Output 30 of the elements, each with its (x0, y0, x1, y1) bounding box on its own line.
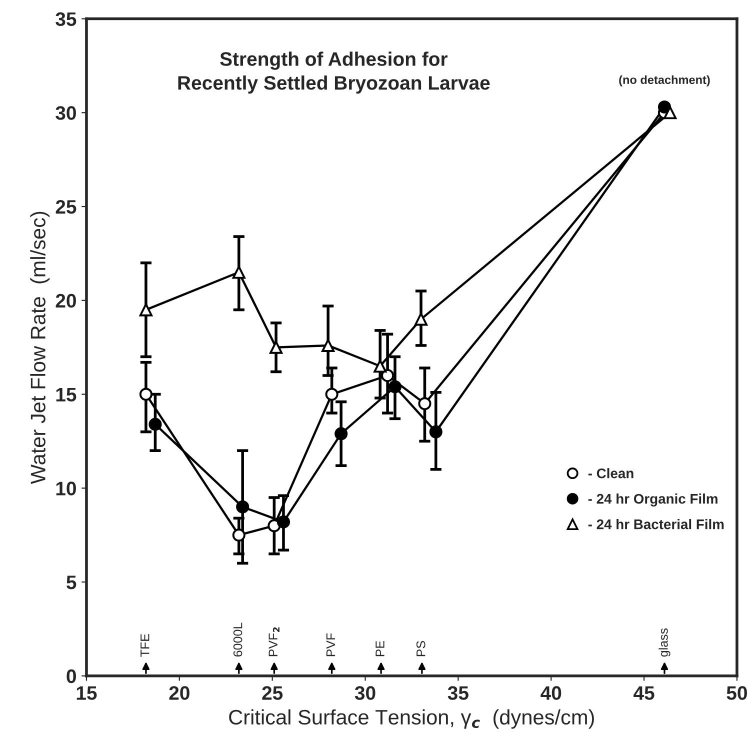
annotation: PVF$_{2}$ (268, 627, 280, 656)
y-tick-label: 20 (56, 294, 76, 308)
y-tick-label: 35 (56, 12, 76, 26)
x-tick-label: 15 (76, 686, 97, 700)
x-tick-label: 20 (169, 686, 190, 700)
annotation: 6000L (233, 622, 242, 656)
y-tick-label: 15 (56, 388, 76, 402)
annotation: (no detachment) (619, 75, 710, 86)
x-tick-label: 40 (540, 686, 562, 700)
y-tick-label: 30 (56, 106, 76, 120)
annotation: PVF (326, 633, 336, 656)
y-tick-label: 25 (56, 200, 76, 214)
x-tick-label: 45 (634, 686, 654, 700)
y-tick-label: 5 (66, 576, 76, 590)
legend-label: - 24 hr Bacterial Film (588, 519, 724, 530)
x-tick-label: 35 (448, 686, 468, 700)
x-tick-label: 25 (262, 686, 283, 700)
text: Strength of Adhesion for Recently Settled Bryozoan Larvae (178, 52, 490, 94)
annotation: PS (416, 641, 426, 656)
legend-label: - Clean (588, 468, 634, 478)
y-tick-label: 0 (66, 669, 76, 684)
x-tick-label: 50 (726, 686, 747, 700)
y-tick-label: 10 (56, 482, 76, 496)
y-axis-title: Water Jet Flow Rate (ml/sec) (30, 212, 50, 484)
x-tick-label: 30 (354, 686, 376, 700)
annotation: PE (376, 640, 384, 656)
legend-label: - 24 hr Organic Film (588, 494, 718, 507)
x-axis-title: Critical Surface Tension, γ$_{c}$ (dynes/cm) (229, 709, 594, 729)
annotation: TFE (140, 634, 150, 657)
annotation: glass (658, 628, 670, 657)
